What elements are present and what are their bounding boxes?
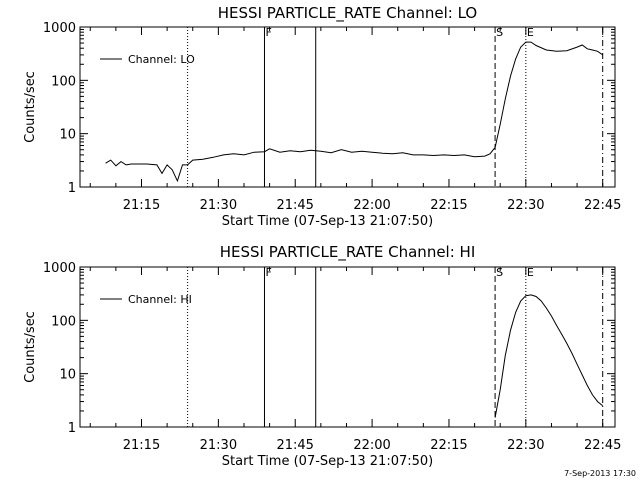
x-tick-label: 21:45: [276, 438, 313, 453]
event-marker-label: E: [527, 26, 534, 39]
y-tick-label: 10: [59, 368, 76, 383]
chart-title: HESSI PARTICLE_RATE Channel: HI: [220, 243, 476, 262]
x-tick-label: 22:15: [430, 198, 467, 213]
lo-channel-panel: HESSI PARTICLE_RATE Channel: LO 1 10 100 100…: [23, 4, 621, 229]
x-tick-label: 22:00: [353, 198, 390, 213]
series-line: [105, 41, 603, 183]
x-axis-label: Start Time (07-Sep-13 21:07:50): [222, 454, 433, 469]
y-tick-label: 1000: [43, 261, 76, 276]
y-tick-label: 10: [59, 128, 76, 143]
y-axis-label: Counts/sec: [23, 311, 38, 383]
y-tick-label: 100: [51, 74, 76, 89]
x-tick-label: 22:45: [584, 438, 621, 453]
x-tick-label: 22:45: [584, 198, 621, 213]
y-tick-label: 100: [51, 314, 76, 329]
x-tick-label: 21:45: [276, 198, 313, 213]
legend-entry: Channel: LO: [128, 53, 195, 66]
chart-title: HESSI PARTICLE_RATE Channel: LO: [218, 4, 477, 23]
y-tick-label: 1000: [43, 21, 76, 36]
x-axis-label: Start Time (07-Sep-13 21:07:50): [222, 214, 433, 229]
hi-channel-panel: HESSI PARTICLE_RATE Channel: HI 1 10 100 100…: [23, 243, 621, 469]
x-tick-label: 22:30: [507, 438, 544, 453]
event-marker-label: S: [496, 26, 503, 39]
x-tick-label: 21:30: [200, 438, 237, 453]
event-marker-label: E: [527, 266, 534, 279]
plot-frame: [79, 26, 616, 188]
plot-frame: [79, 266, 616, 428]
x-tick-label: 21:30: [200, 198, 237, 213]
event-marker-label: F: [265, 26, 271, 39]
x-tick-label: 21:15: [123, 438, 160, 453]
y-axis-label: Counts/sec: [23, 71, 38, 143]
event-marker-label: F: [265, 266, 271, 279]
legend-entry: Channel: HI: [128, 293, 192, 306]
x-tick-label: 22:15: [430, 438, 467, 453]
y-tick-label: 1: [68, 181, 76, 196]
y-tick-label: 1: [68, 421, 76, 436]
x-tick-label: 22:00: [353, 438, 390, 453]
series-line: [494, 294, 604, 418]
event-marker-label: S: [496, 266, 503, 279]
x-tick-label: 22:30: [507, 198, 544, 213]
timestamp-stamp: 7-Sep-2013 17:30: [564, 469, 636, 478]
x-tick-label: 21:15: [123, 198, 160, 213]
